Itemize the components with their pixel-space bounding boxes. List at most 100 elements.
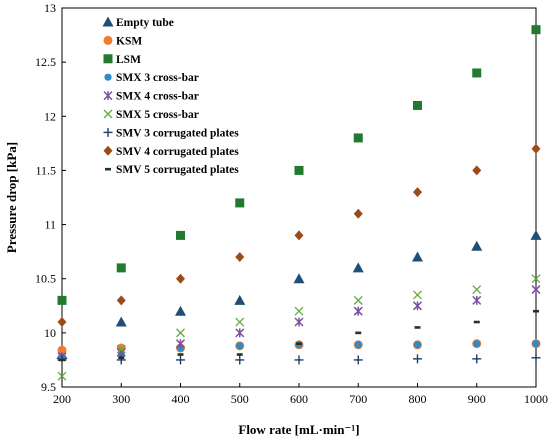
legend-marker: [104, 73, 112, 81]
x-tick-label: 1000: [524, 392, 548, 406]
data-point: [531, 143, 541, 154]
x-tick-label: 500: [231, 392, 249, 406]
data-point: [412, 301, 423, 311]
legend-item: LSM: [103, 54, 141, 66]
legend-item: KSM: [103, 35, 142, 47]
data-point: [235, 355, 245, 365]
legend-marker: [103, 35, 113, 45]
data-point: [176, 328, 185, 338]
y-tick-label: 11: [44, 218, 56, 232]
series-2: [57, 25, 541, 305]
x-tick-label: 700: [349, 392, 367, 406]
data-point: [176, 273, 185, 284]
legend-item: SMV 4 corrugated plates: [103, 145, 239, 158]
series-5: [57, 274, 541, 381]
y-tick-label: 9.5: [41, 380, 56, 394]
legend-label: SMV 3 corrugated plates: [116, 127, 239, 139]
legend-label: SMV 4 corrugated plates: [116, 146, 239, 158]
data-point: [472, 295, 482, 305]
legend-label: Empty tube: [116, 17, 174, 29]
y-axis-title: Pressure drop [kPa]: [4, 142, 19, 253]
data-point: [353, 208, 363, 219]
data-point: [472, 165, 482, 176]
data-point: [57, 295, 67, 305]
legend-item: SMX 3 cross-bar: [104, 72, 199, 84]
data-point: [353, 133, 363, 143]
series-6: [57, 353, 541, 365]
data-point: [294, 317, 304, 327]
data-point: [175, 305, 186, 316]
legend-label: SMV 5 corrugated plates: [116, 164, 239, 176]
data-point: [57, 371, 67, 381]
legend-label: LSM: [116, 54, 141, 66]
legend-item: SMX 5 cross-bar: [103, 109, 199, 121]
data-point: [412, 251, 423, 262]
data-point: [294, 355, 304, 365]
data-point: [235, 317, 245, 327]
legend-item: SMX 4 cross-bar: [103, 91, 199, 103]
legend-item: SMV 3 corrugated plates: [103, 127, 239, 139]
y-axis: 9.5 10 10.5 11 11.5 12 12.5 13: [35, 1, 66, 394]
data-point: [354, 341, 362, 349]
data-point: [413, 187, 422, 198]
y-tick-label: 12.5: [35, 55, 56, 69]
data-point: [352, 262, 364, 273]
data-point: [235, 252, 245, 263]
data-point: [175, 339, 186, 349]
data-point: [236, 353, 243, 356]
y-tick-label: 12: [44, 109, 56, 123]
data-point: [57, 317, 67, 328]
data-point: [472, 68, 482, 78]
data-point: [59, 358, 65, 362]
data-point: [296, 342, 302, 345]
data-point: [293, 273, 305, 284]
series-8: [59, 309, 539, 362]
data-point: [472, 354, 482, 364]
data-point: [177, 353, 184, 356]
data-point: [473, 340, 481, 348]
x-tick-label: 300: [112, 392, 130, 406]
data-point: [118, 356, 125, 360]
data-point: [473, 320, 480, 324]
y-tick-label: 10.5: [35, 272, 56, 286]
data-point: [57, 345, 67, 355]
data-points: [56, 25, 542, 381]
data-point: [353, 295, 363, 305]
x-tick-label: 800: [409, 392, 427, 406]
data-point: [472, 285, 482, 295]
data-point: [236, 342, 244, 350]
y-tick-label: 10: [44, 326, 56, 340]
legend-label: SMX 4 cross-bar: [116, 91, 199, 103]
data-point: [413, 290, 422, 300]
data-point: [235, 198, 245, 208]
data-point: [176, 230, 185, 240]
data-point: [235, 328, 245, 338]
legend-marker: [105, 167, 111, 171]
data-point: [413, 354, 422, 364]
y-tick-label: 13: [44, 1, 56, 15]
data-point: [116, 263, 126, 273]
x-tick-label: 900: [468, 392, 486, 406]
series-7: [57, 143, 541, 328]
series-0: [56, 229, 542, 360]
data-point: [115, 316, 127, 327]
data-point: [116, 295, 126, 306]
data-point: [533, 309, 539, 313]
legend-label: SMX 3 cross-bar: [116, 72, 199, 84]
legend-label: SMX 5 cross-bar: [116, 109, 199, 121]
data-point: [294, 306, 304, 316]
legend-marker: [103, 54, 113, 64]
data-point: [531, 25, 541, 35]
x-tick-label: 600: [290, 392, 308, 406]
legend-marker: [103, 91, 113, 101]
y-tick-label: 11.5: [35, 163, 56, 177]
data-point: [531, 353, 541, 363]
legend-marker: [103, 145, 113, 156]
x-axis: 200 300 400 500 600 700 800 900 1000: [53, 383, 548, 406]
data-point: [531, 285, 541, 295]
data-point: [414, 326, 421, 329]
data-point: [353, 306, 363, 316]
legend-marker: [103, 127, 113, 137]
legend-item: Empty tube: [102, 16, 174, 29]
